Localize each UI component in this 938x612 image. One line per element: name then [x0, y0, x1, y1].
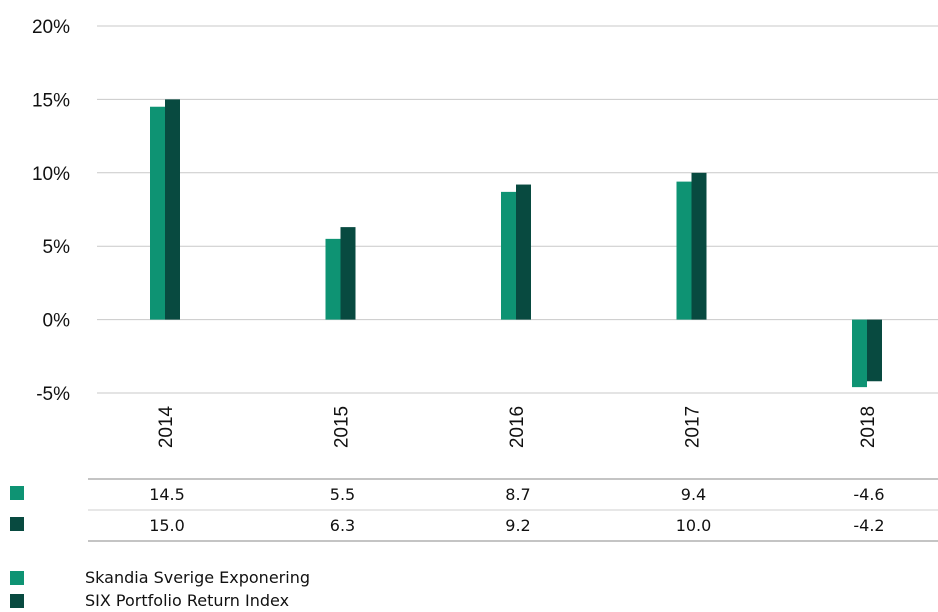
table-cell: -4.6	[853, 485, 884, 504]
bar-2018-series-2	[867, 319, 882, 382]
table-cell: 14.5	[149, 485, 185, 504]
x-category-label: 2016	[507, 406, 528, 448]
table-cell: -4.2	[853, 516, 884, 535]
y-tick-label: 5%	[43, 237, 71, 258]
legend: Skandia Sverige Exponering SIX Portfolio…	[10, 566, 310, 612]
x-category-label: 2018	[858, 406, 879, 448]
bars	[150, 99, 882, 388]
legend-swatch-series-1	[10, 570, 24, 585]
bar-2014-series-1	[150, 106, 165, 320]
bar-2017-series-2	[691, 172, 707, 320]
bar-2014-series-2	[165, 99, 180, 320]
legend-item-series-1: Skandia Sverige Exponering	[10, 566, 310, 589]
x-axis-categories: 2014 2015 2016 2017 2018	[156, 405, 879, 448]
bar-2017-series-1	[676, 181, 692, 320]
data-table: 14.5 5.5 8.7 9.4 -4.6 15.0 6.3 9.2 10.0 -4.2	[10, 478, 938, 542]
bar-2015-series-2	[340, 227, 356, 320]
legend-label-series-2: SIX Portfolio Return Index	[85, 591, 290, 610]
x-category-label: 2014	[156, 405, 177, 448]
table-cell: 15.0	[149, 516, 185, 535]
y-tick-label: -5%	[36, 384, 70, 405]
y-tick-label: 20%	[32, 17, 70, 38]
legend-swatch-series-2	[10, 593, 24, 608]
table-cell: 9.2	[505, 516, 530, 535]
table-cell: 10.0	[676, 516, 712, 535]
bar-2015-series-1	[325, 238, 341, 320]
table-cell: 8.7	[505, 485, 530, 504]
y-tick-label: 0%	[43, 311, 71, 332]
bar-2016-series-1	[501, 191, 516, 320]
legend-label-series-1: Skandia Sverige Exponering	[85, 568, 310, 587]
y-tick-label: 15%	[32, 90, 70, 111]
y-tick-label: 10%	[32, 164, 70, 185]
table-swatch-series-2	[10, 517, 24, 531]
x-category-label: 2015	[332, 406, 353, 448]
table-swatch-series-1	[10, 486, 24, 500]
x-category-label: 2017	[683, 406, 704, 448]
bar-2016-series-2	[516, 184, 531, 320]
table-cell: 9.4	[681, 485, 706, 504]
table-cell: 5.5	[330, 485, 355, 504]
table-cell: 6.3	[330, 516, 355, 535]
y-axis-ticks: 20% 15% 10% 5% 0% -5%	[32, 17, 70, 405]
legend-item-series-2: SIX Portfolio Return Index	[10, 589, 289, 612]
bar-2018-series-1	[852, 319, 867, 388]
